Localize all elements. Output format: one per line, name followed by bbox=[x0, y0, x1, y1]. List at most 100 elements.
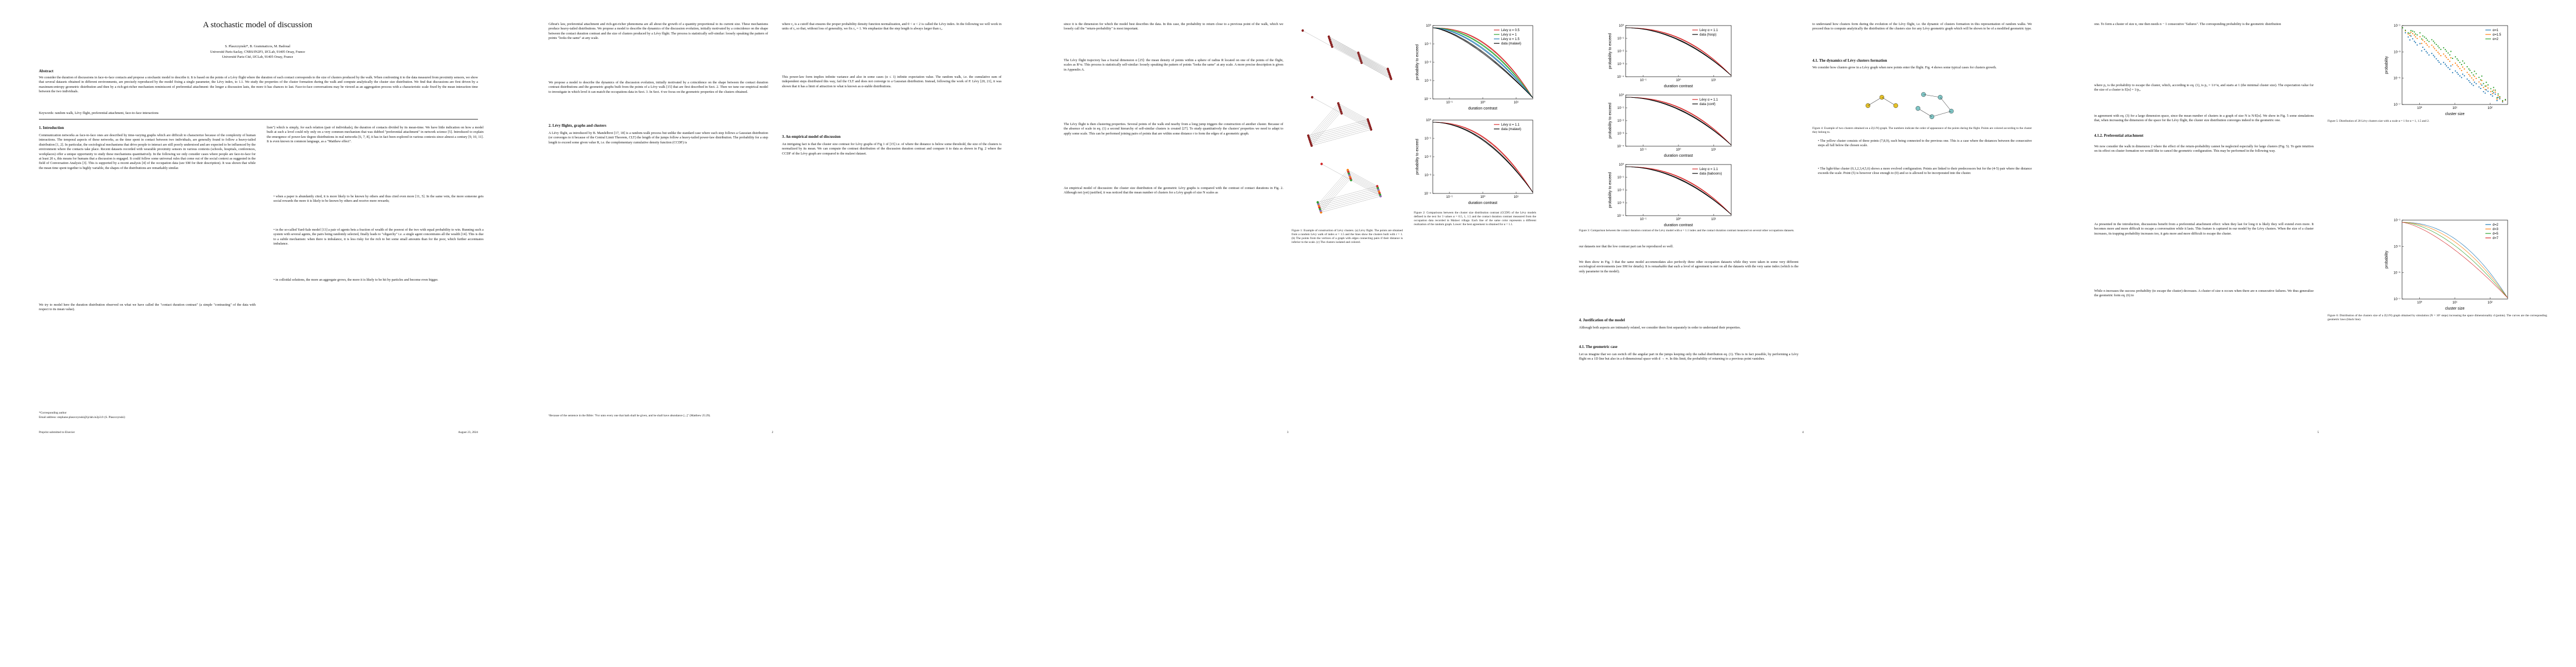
edge bbox=[1358, 52, 1388, 69]
edge bbox=[1309, 104, 1339, 140]
edge bbox=[1331, 43, 1361, 60]
point bbox=[2456, 64, 2458, 66]
point bbox=[2481, 75, 2483, 77]
point bbox=[2433, 46, 2434, 48]
x-axis-label: duration contrast bbox=[1664, 154, 1693, 158]
x-tick-label: 10⁻¹ bbox=[1446, 101, 1453, 104]
x-tick-label: 10² bbox=[2488, 301, 2493, 305]
paragraph: Although both aspects are intimately rel… bbox=[1579, 326, 1741, 330]
edge bbox=[1311, 109, 1341, 145]
y-tick-label: 10⁻⁴ bbox=[1617, 145, 1625, 148]
edge bbox=[1328, 36, 1359, 53]
footnote: ¹Because of the sentence in the Bible: "… bbox=[549, 414, 711, 417]
point bbox=[2424, 48, 2425, 50]
point bbox=[2404, 32, 2406, 34]
point bbox=[2496, 97, 2498, 99]
paper-title: A stochastic model of discussion bbox=[203, 21, 312, 29]
point bbox=[2457, 73, 2459, 75]
plot: 10⁰ 10⁻¹ 10⁻² 10⁻³ 10⁻⁴ 10⁻¹ 10⁰ 10¹ duration co… bbox=[1608, 93, 1732, 158]
edge bbox=[1348, 171, 1378, 188]
axes bbox=[2401, 25, 2508, 105]
legend-label: Lévy α = 1 bbox=[1501, 33, 1517, 37]
point bbox=[2471, 72, 2473, 73]
y-tick-label: 10⁻² bbox=[1424, 61, 1431, 64]
point bbox=[2449, 61, 2451, 62]
point bbox=[2496, 98, 2498, 100]
edge bbox=[1867, 97, 1882, 106]
y-tick-label: 10⁻⁴ bbox=[1424, 192, 1432, 196]
point bbox=[2416, 34, 2418, 36]
edge bbox=[1308, 119, 1368, 136]
point bbox=[2484, 88, 2486, 91]
plot: 10⁻¹ 10⁻³ 10⁻⁵ 10⁻⁷ 10⁰ 10¹ 10² cluster size pro… bbox=[2385, 219, 2508, 311]
footer: Preprint submitted to Elsevier bbox=[39, 431, 75, 434]
point bbox=[2401, 27, 2404, 29]
edge bbox=[1311, 129, 1372, 146]
point bbox=[2434, 56, 2435, 58]
footer: August 23, 2024 bbox=[458, 431, 478, 434]
curve bbox=[1626, 27, 1732, 76]
point bbox=[2433, 40, 2434, 42]
point bbox=[2456, 72, 2458, 73]
legend-label: Lévy α = 1.1 bbox=[1700, 98, 1718, 102]
point bbox=[2471, 83, 2473, 85]
edge bbox=[1311, 127, 1371, 145]
x-axis-label: duration contrast bbox=[1664, 223, 1693, 227]
legend-label: α=2 bbox=[2493, 38, 2499, 41]
legend-label: Lévy α = 0.5 bbox=[1501, 29, 1520, 32]
point bbox=[2426, 39, 2428, 41]
point bbox=[2428, 46, 2430, 48]
point bbox=[2504, 98, 2507, 101]
curve bbox=[1432, 27, 1533, 98]
point bbox=[2450, 57, 2452, 59]
point bbox=[2447, 58, 2449, 60]
curve bbox=[1432, 27, 1533, 98]
curve bbox=[1626, 166, 1732, 215]
point bbox=[2464, 68, 2465, 70]
point bbox=[2421, 38, 2423, 40]
keywords: Keywords: random walk, Lévy flight, pref… bbox=[39, 111, 159, 115]
point bbox=[2437, 60, 2439, 62]
y-tick-label: 10⁻¹ bbox=[1617, 37, 1624, 41]
point bbox=[2416, 38, 2418, 39]
point bbox=[2462, 66, 2464, 68]
section-heading: 4.1.2. Preferential attachment bbox=[2094, 133, 2144, 138]
edge bbox=[1309, 124, 1370, 141]
legend-label: data (conf) bbox=[1700, 103, 1716, 106]
edge bbox=[1320, 194, 1381, 211]
point bbox=[2481, 84, 2483, 86]
point bbox=[2478, 81, 2480, 83]
y-tick-label: 10⁻³ bbox=[1424, 79, 1431, 83]
point bbox=[2459, 75, 2461, 77]
point bbox=[2454, 56, 2457, 58]
point bbox=[2469, 69, 2471, 71]
point bbox=[2410, 29, 2412, 32]
point bbox=[2443, 47, 2444, 49]
y-tick-label: 10⁻⁴ bbox=[1617, 75, 1625, 79]
point bbox=[2433, 54, 2434, 56]
x-tick-label: 10⁻¹ bbox=[1640, 218, 1647, 221]
point bbox=[2457, 66, 2459, 67]
point bbox=[2461, 69, 2463, 71]
legend-label: α=1 bbox=[2493, 29, 2499, 32]
point bbox=[2431, 39, 2433, 41]
point bbox=[2454, 62, 2457, 64]
x-tick-label: 10⁻¹ bbox=[1640, 79, 1647, 82]
curve bbox=[2401, 222, 2508, 298]
point bbox=[2450, 51, 2452, 52]
point bbox=[2474, 71, 2475, 72]
y-tick-label: 10⁻¹ bbox=[2394, 24, 2400, 28]
point bbox=[2428, 41, 2430, 42]
paragraph: We now consider the walk in dimension 2 … bbox=[2094, 145, 2314, 153]
curve bbox=[1432, 27, 1533, 98]
point bbox=[2440, 48, 2442, 51]
point bbox=[2434, 48, 2435, 49]
legend-label: Lévy α = 1.1 bbox=[1700, 168, 1718, 171]
legend-label: d=5 bbox=[2493, 232, 2499, 236]
edge bbox=[1341, 113, 1372, 130]
curve bbox=[1433, 122, 1533, 193]
point bbox=[2467, 78, 2468, 80]
point bbox=[2421, 43, 2423, 44]
paragraph: • The yellow cluster consists of three p… bbox=[1818, 139, 2032, 148]
point bbox=[2487, 91, 2489, 92]
